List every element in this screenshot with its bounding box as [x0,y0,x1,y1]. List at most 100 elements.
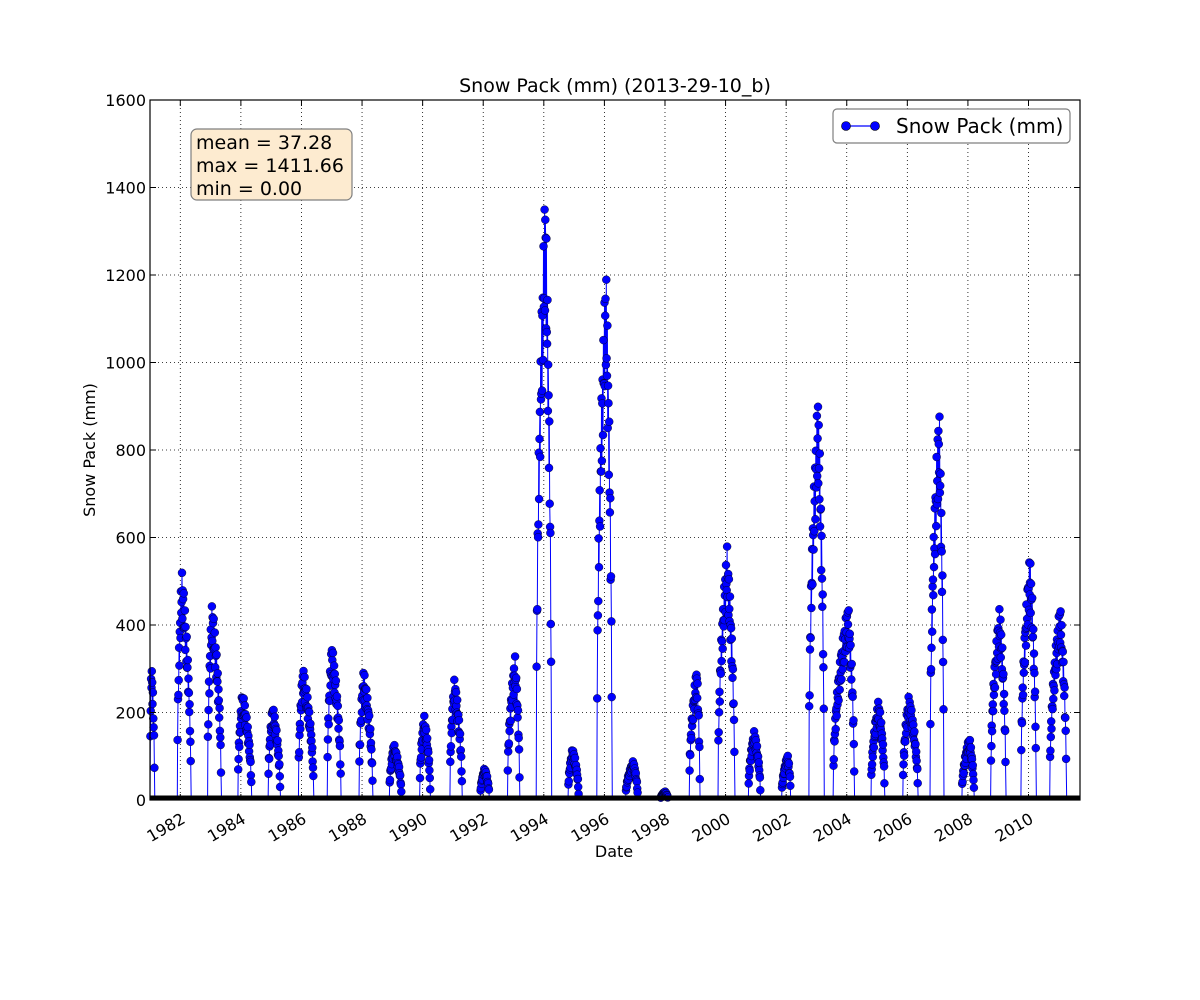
data-point [716,669,726,678]
data-point [814,420,823,430]
data-point [936,469,945,478]
data-point [806,633,815,643]
data-point [1020,658,1030,667]
data-point [693,693,702,703]
data-point [309,771,318,781]
data-point [213,677,222,686]
data-point [818,602,827,611]
data-point [966,743,976,752]
data-point [540,306,550,315]
data-point [714,736,723,745]
data-point [336,769,345,778]
data-point [183,663,192,672]
data-point [937,508,946,518]
data-point [272,726,281,735]
data-point [1026,579,1036,588]
data-point [247,777,256,787]
data-point [998,643,1007,652]
data-point [214,685,223,694]
data-point [868,752,877,762]
data-point [999,669,1008,679]
data-point [533,533,543,542]
data-point [546,619,555,629]
data-point [1030,687,1040,696]
data-point [235,742,244,752]
data-point [834,696,843,705]
data-point [875,708,885,717]
data-point [926,719,935,729]
data-point [817,531,826,541]
data-point [179,589,189,598]
y-tick-label: 1600 [105,91,146,110]
data-point [845,629,854,638]
data-point [334,716,343,725]
data-point [997,630,1006,639]
data-point [367,745,376,754]
data-point [1026,608,1035,618]
data-point [1028,632,1038,641]
data-point [843,620,853,629]
data-point [204,677,214,686]
data-point [457,752,466,761]
data-point [729,699,738,708]
data-point [604,399,613,408]
data-point [724,575,734,584]
data-point [185,726,195,736]
data-point [453,695,462,705]
data-point [935,412,944,421]
data-point [1061,713,1070,722]
data-point [817,566,826,575]
data-point [937,587,947,597]
data-point [214,696,224,705]
data-point [1018,690,1028,700]
data-point [1057,621,1066,630]
data-point [532,662,541,671]
data-point [1021,641,1031,650]
data-point [174,690,183,700]
data-point [604,470,613,479]
data-point [574,782,583,792]
data-point [1001,757,1010,767]
data-point [306,719,315,728]
data-point [844,606,853,615]
data-point [805,645,815,654]
data-point [184,688,194,698]
data-point [446,757,455,766]
data-point [593,694,602,703]
stats-min: min = 0.00 [196,178,302,200]
y-tick-label: 1000 [105,354,146,373]
data-point [177,568,187,577]
data-point [938,657,948,667]
data-point [969,775,978,785]
data-point [203,732,213,741]
data-point [185,700,194,709]
data-point [207,602,217,611]
stats-box-background [190,128,353,201]
data-point [939,705,948,714]
data-point [512,673,521,683]
data-point [607,692,616,702]
data-point [150,763,159,772]
data-point [426,785,435,794]
data-point [805,691,814,700]
data-point [867,760,877,769]
data-point [932,452,941,462]
data-point [727,634,736,643]
data-point [546,528,555,538]
data-point [366,724,375,734]
data-point [331,676,341,685]
stats-max: max = 1411.66 [196,155,344,177]
data-point [1047,724,1056,733]
data-point [695,742,704,752]
data-point [1061,726,1070,735]
data-point [715,687,724,697]
data-point [601,294,610,303]
data-point [544,360,553,369]
data-point [814,464,824,473]
data-point [595,522,605,531]
data-point [999,689,1009,699]
data-point [147,667,157,676]
data-point [275,760,284,769]
data-point [605,508,615,517]
data-point [880,779,889,788]
